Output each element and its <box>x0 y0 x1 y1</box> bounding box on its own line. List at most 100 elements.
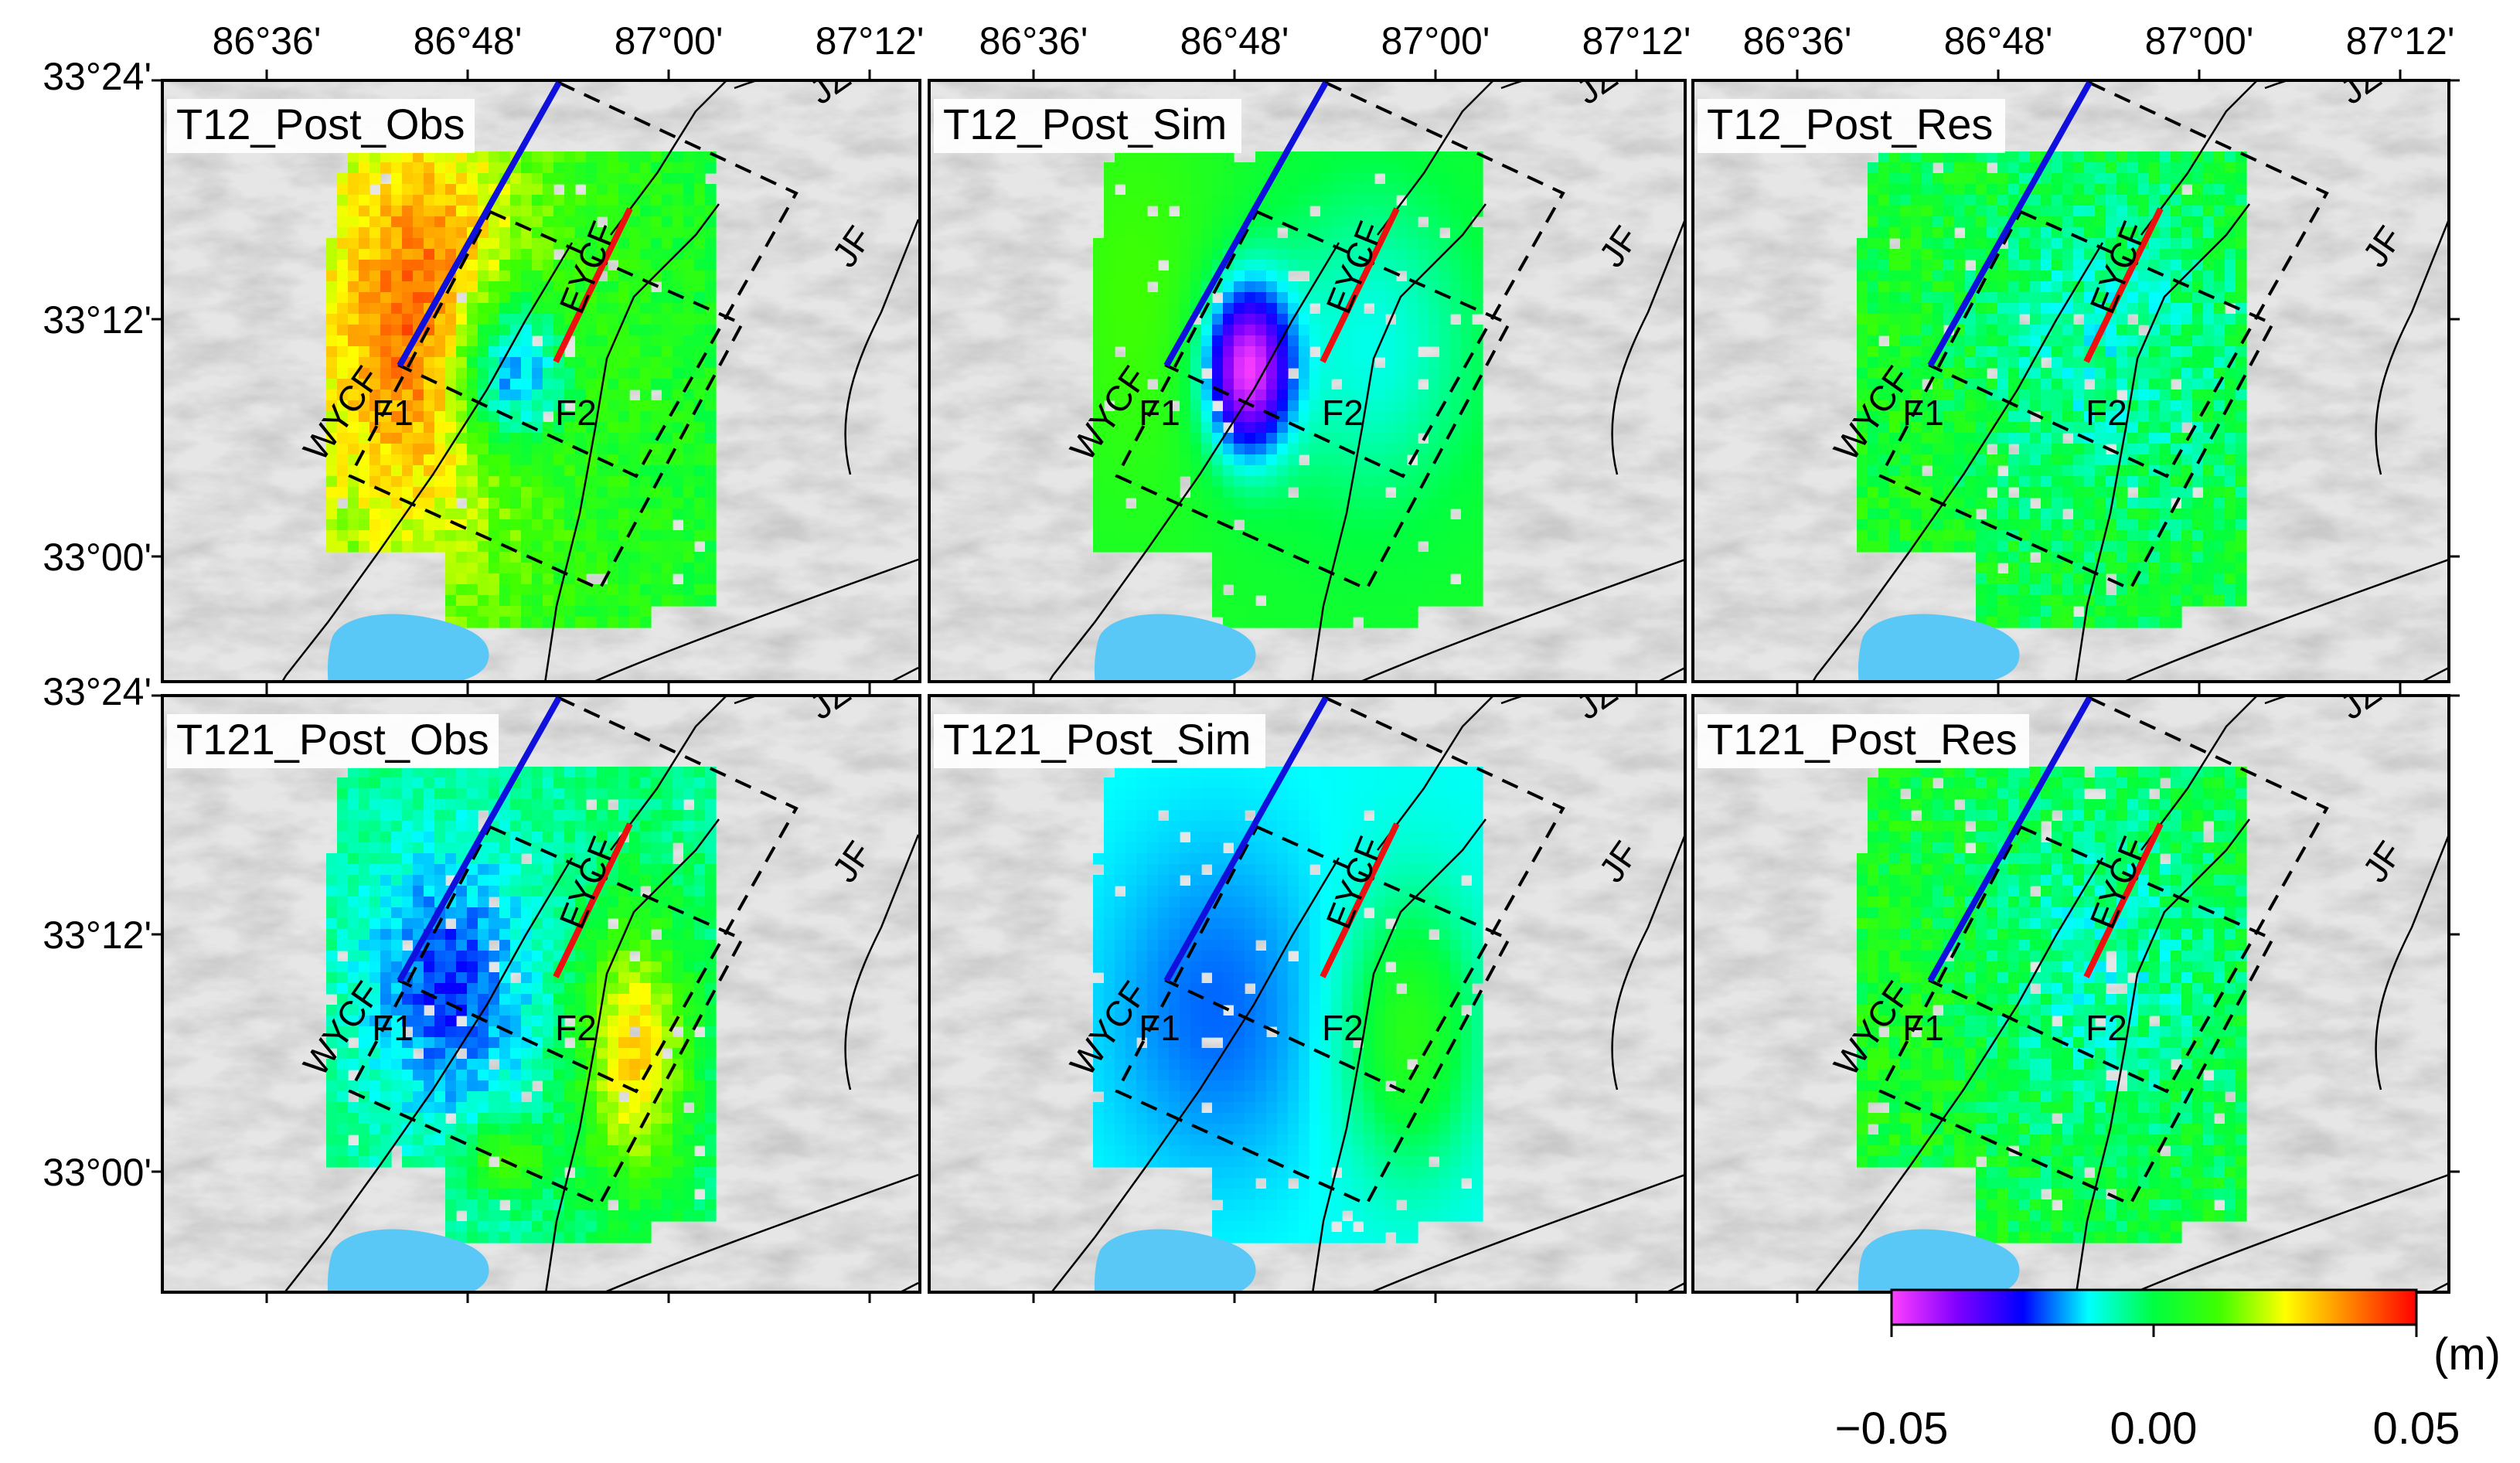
fault-trace-eycf <box>1311 818 1486 1292</box>
fault-line-f2 <box>2083 207 2164 363</box>
fault-label-f1: F1 <box>372 1008 414 1048</box>
x-tick-label: 87°12' <box>2346 19 2455 63</box>
x-tick-label: 87°12' <box>816 19 925 63</box>
fault-line-f2 <box>553 822 633 978</box>
fault-trace-eycf <box>2075 203 2250 682</box>
fault-plane-f2 <box>1115 209 1511 591</box>
fault-trace-jzf <box>610 80 727 236</box>
fault-label-f2: F2 <box>2086 1008 2127 1048</box>
fault-trace-eycf <box>544 203 720 682</box>
colorbar-bar <box>1890 1288 2418 1326</box>
displacement-field <box>1857 767 2247 1244</box>
panel-frame <box>928 694 1687 1294</box>
fault-trace-east <box>889 666 919 682</box>
y-tick-label: 33°00' <box>43 536 152 579</box>
fault-label-f2: F2 <box>2086 393 2127 433</box>
y-tick-label: 33°24' <box>43 670 152 713</box>
fault-trace-wycf <box>281 242 574 682</box>
fault-trace-jzf <box>610 696 727 851</box>
fault-plane-f2 <box>1878 825 2275 1206</box>
x-tick-label: 87°00' <box>2145 19 2254 63</box>
fault-line-f2 <box>553 207 633 363</box>
colorbar-tick-min: −0.05 <box>1835 1403 1949 1454</box>
fault-trace-eycf <box>2075 818 2250 1292</box>
y-tick-label: 33°00' <box>43 1151 152 1194</box>
map-axes: 86°36' 86°48' 87°00' 87°12' 86°36' 86°48' 87°0… <box>43 19 2460 1303</box>
fault-label-f2: F2 <box>555 1008 597 1048</box>
x-tick-label: 87°00' <box>615 19 724 63</box>
x-tick-label: 86°48' <box>1944 19 2053 63</box>
fault-trace-wycf <box>1047 242 1340 682</box>
fault-trace-south <box>2133 1173 2449 1292</box>
fault-trace-east <box>2420 666 2449 682</box>
svg-text:T12_Post_Obs: T12_Post_Obs <box>176 100 465 148</box>
y-tick-label: 33°12' <box>43 914 152 957</box>
fault-line-f2 <box>2083 822 2164 978</box>
colorbar-tick-max: 0.05 <box>2373 1403 2460 1454</box>
fault-trace-jf <box>844 219 920 475</box>
fault-line-f1 <box>397 81 562 367</box>
fault-trace-jf <box>844 834 920 1090</box>
x-tick-label: 86°48' <box>1180 19 1289 63</box>
displacement-field <box>326 151 717 628</box>
fault-trace-wycf <box>1051 857 1340 1292</box>
x-tick-label: 87°12' <box>1582 19 1691 63</box>
lake <box>1858 614 2020 682</box>
fault-trace-jf <box>2375 219 2449 475</box>
x-tick-label: 86°36' <box>1743 19 1852 63</box>
svg-text:T12_Post_Res: T12_Post_Res <box>1707 100 1993 148</box>
lake <box>327 614 489 682</box>
fault-trace-jzf <box>2140 80 2258 236</box>
panel-title: T12_Post_Sim <box>934 99 1241 153</box>
y-tick-label: 33°24' <box>43 55 152 98</box>
fault-plane-f2 <box>1878 209 2275 591</box>
svg-text:T12_Post_Sim: T12_Post_Sim <box>943 100 1227 148</box>
fault-line-f2 <box>1320 822 1400 978</box>
fault-trace-jzf <box>1377 80 1494 236</box>
fault-line-f1 <box>1927 696 2093 982</box>
colorbar-tick-zero: 0.00 <box>2110 1403 2198 1454</box>
fault-line-f1 <box>1163 696 1329 982</box>
fault-label-f1: F1 <box>1139 1008 1180 1048</box>
panel-frame <box>161 79 921 683</box>
panel-title: T12_Post_Res <box>1698 99 2005 153</box>
panel-frame <box>161 694 921 1294</box>
fault-label-f1: F1 <box>1139 393 1180 433</box>
fault-label-f1: F1 <box>1902 393 1944 433</box>
fault-plane-f2 <box>1115 825 1511 1206</box>
fault-label-f1: F1 <box>1902 1008 1944 1048</box>
fault-trace-south <box>1358 558 1685 682</box>
fault-trace-wycf <box>284 857 574 1292</box>
fault-trace-south <box>591 558 919 682</box>
fault-trace-jf <box>2375 834 2449 1090</box>
panel-frame <box>1691 79 2450 683</box>
fault-trace-east <box>898 1281 919 1292</box>
fault-trace-south <box>2122 558 2449 682</box>
fault-line-f1 <box>397 696 562 982</box>
x-tick-label: 87°00' <box>1381 19 1490 63</box>
fault-line-f1 <box>1927 81 2093 367</box>
fault-line-f1 <box>1163 81 1329 367</box>
fault-plane-f2 <box>348 209 744 591</box>
x-tick-label: 86°36' <box>979 19 1088 63</box>
lake <box>1094 1229 1256 1292</box>
fault-trace-east <box>1665 1281 1685 1292</box>
x-tick-label: 86°36' <box>213 19 322 63</box>
panel-frame <box>928 79 1687 683</box>
colorbar-unit: (m) <box>2433 1329 2501 1380</box>
fault-trace-jf <box>1611 219 1685 475</box>
panel-title: T121_Post_Sim <box>934 714 1265 768</box>
fault-trace-south <box>1369 1173 1685 1292</box>
lake <box>327 1229 489 1292</box>
colorbar: −0.05 0.00 0.05 (m) <box>1835 1288 2501 1454</box>
fault-trace-jzf <box>1377 696 1494 851</box>
displacement-field <box>1857 151 2247 628</box>
fault-line-f2 <box>1320 207 1400 363</box>
panel-title: T121_Post_Obs <box>167 714 499 768</box>
